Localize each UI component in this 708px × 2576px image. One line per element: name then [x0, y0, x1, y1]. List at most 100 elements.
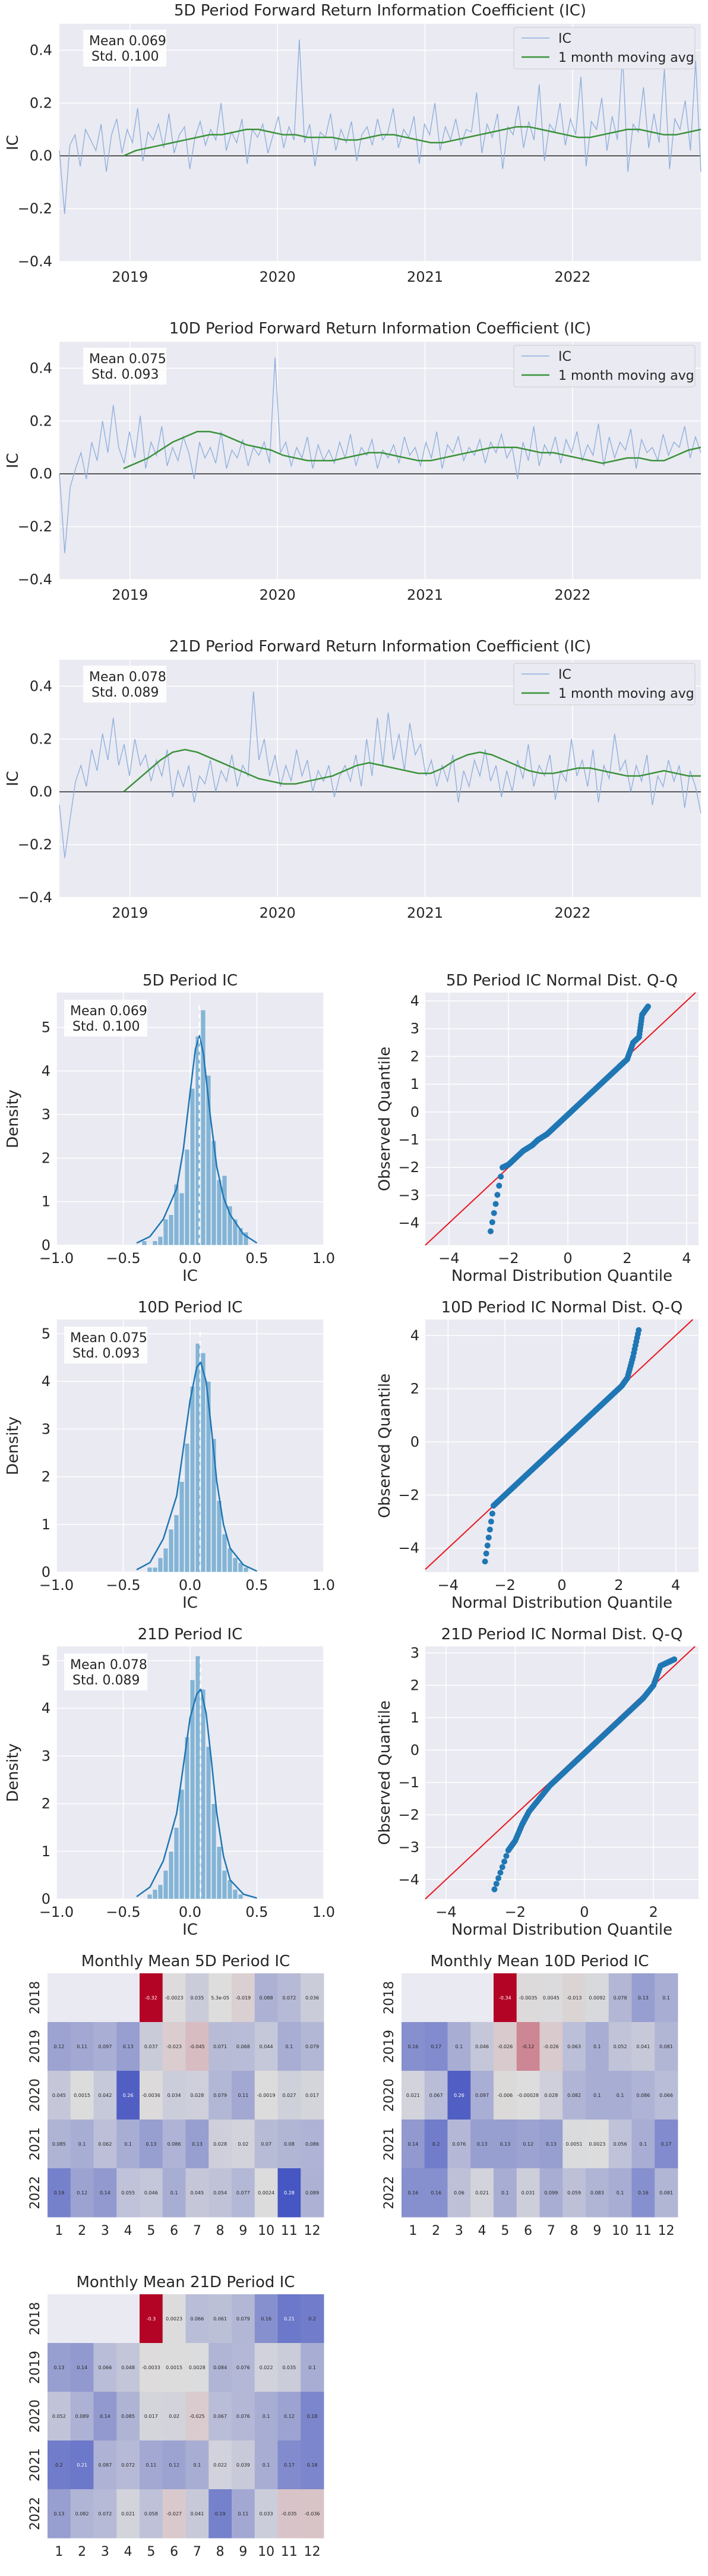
- heat-cell: [185, 2343, 209, 2392]
- hist-chart-21d: 0 1 2 3 4 5 −1.0 −0.5 0.0 0.5 1.0 21D Period IC IC De…: [0, 1623, 354, 1944]
- heat-cell: [48, 2120, 71, 2169]
- cell-value: -0.3: [147, 2316, 156, 2322]
- qq-point: [496, 1182, 502, 1189]
- cell-value: 0.028: [213, 2142, 227, 2147]
- y-tick-label: 0: [410, 1742, 419, 1758]
- cell-value: 0.2: [432, 2142, 440, 2147]
- heat-cell: [93, 1973, 117, 2023]
- heat-cell: [162, 2022, 186, 2071]
- x-axis-label: IC: [182, 1921, 198, 1939]
- y-tick-label: −2: [399, 1159, 419, 1176]
- x-tick-label: 2021: [407, 905, 443, 921]
- y-tick-label: −0.2: [18, 518, 52, 535]
- x-tick-label: 2019: [112, 269, 148, 285]
- cell-value: -0.0023: [165, 1995, 184, 2001]
- stats-box: [64, 1327, 147, 1363]
- stats-mean: Mean 0.069: [89, 34, 166, 49]
- chart-title: Monthly Mean 5D Period IC: [81, 1953, 290, 1970]
- x-tick-label: 0.5: [245, 1904, 268, 1920]
- cell-value: 0.044: [260, 2044, 273, 2049]
- cell-value: 0.063: [567, 2044, 581, 2049]
- y-tick-label: −4: [399, 1871, 419, 1888]
- cell-value: 0.12: [169, 2462, 179, 2468]
- cell-value: 0.021: [121, 2511, 135, 2517]
- heat-cell: [655, 2022, 678, 2071]
- hist-chart-10d: 0 1 2 3 4 5 −1.0 −0.5 0.0 0.5 1.0 10D Period IC IC De…: [0, 1296, 354, 1617]
- heat-cell: [232, 2440, 255, 2490]
- qq-point: [482, 1558, 488, 1565]
- col-label: 6: [170, 2224, 178, 2238]
- x-tick-label: 2020: [260, 905, 296, 921]
- col-label: 2: [78, 2224, 86, 2238]
- cell-value: 0.066: [659, 2093, 673, 2098]
- y-axis-label: IC: [4, 135, 22, 150]
- heat-cell: [516, 2022, 540, 2071]
- col-label: 10: [258, 2544, 274, 2559]
- cell-value: 0.02: [169, 2414, 179, 2419]
- col-label: 11: [281, 2544, 298, 2559]
- heat-cell: [447, 2071, 471, 2120]
- x-tick-label: 2019: [112, 905, 148, 921]
- legend-label-ic: IC: [558, 32, 571, 46]
- cell-value: 0.039: [236, 2462, 250, 2468]
- heat-cell: [631, 2168, 655, 2218]
- hist-bar: [184, 1737, 190, 1900]
- hist-bar: [216, 1846, 222, 1900]
- heat-cell: [185, 2120, 209, 2169]
- heat-cell: [48, 1973, 71, 2023]
- heat-cell: [208, 2440, 232, 2490]
- cell-value: 0.12: [77, 2190, 87, 2196]
- heat-cell: [116, 2440, 140, 2490]
- qq-point: [489, 1219, 495, 1226]
- cell-value: 0.072: [121, 2462, 135, 2468]
- cell-value: 0.072: [98, 2511, 112, 2517]
- qq-point: [671, 1656, 678, 1662]
- cell-value: 0.084: [213, 2365, 227, 2370]
- heat-cell: [277, 2440, 301, 2490]
- qq-chart-5d: −4 −3 −2 −1 0 1 2 3 4 −4 −2 0 2 4 5D Period IC Normal …: [354, 969, 708, 1290]
- stats-mean: Mean 0.078: [89, 670, 166, 685]
- heat-cell: [586, 2168, 609, 2218]
- qq-point: [498, 1173, 504, 1180]
- cell-value: 0.18: [307, 2414, 318, 2419]
- heat-cell: [254, 2120, 278, 2169]
- heat-cell: [562, 2022, 586, 2071]
- heat-cell: [116, 2168, 140, 2218]
- hist-bar: [152, 1240, 158, 1246]
- y-tick-label: −2: [399, 1806, 419, 1823]
- y-tick-label: 0.4: [30, 42, 52, 58]
- ic-series-line: [59, 39, 701, 215]
- cell-value: -0.035: [282, 2511, 297, 2517]
- row-label: 2021: [28, 2448, 43, 2481]
- hist-bar: [222, 1870, 227, 1900]
- cell-value: 0.13: [192, 2142, 203, 2147]
- heat-cell: [93, 2343, 117, 2392]
- heat-cell: [586, 1973, 609, 2023]
- heat-cell: [93, 2489, 117, 2539]
- y-tick-label: 0.2: [30, 412, 52, 429]
- cell-value: 0.022: [260, 2365, 273, 2370]
- cell-value: 0.0015: [166, 2365, 182, 2370]
- heat-cell: [494, 1973, 517, 2023]
- hist-bar: [168, 1214, 174, 1246]
- cell-value: 0.028: [544, 2093, 558, 2098]
- cell-value: -0.0019: [257, 2093, 276, 2098]
- cell-value: 0.097: [98, 2044, 112, 2049]
- stats-box: [83, 348, 166, 385]
- cell-value: -0.023: [166, 2044, 182, 2049]
- cell-value: -0.006: [497, 2093, 513, 2098]
- heat-cell: [402, 1973, 425, 2023]
- heat-cell: [301, 2294, 324, 2344]
- heat-cell: [140, 2120, 163, 2169]
- heat-cell: [470, 2168, 494, 2218]
- cell-value: 0.13: [546, 2142, 557, 2147]
- hist-bar: [232, 1889, 238, 1900]
- cell-value: 0.034: [167, 2093, 181, 2098]
- heat-cell: [162, 2440, 186, 2490]
- qq-point: [503, 1853, 510, 1859]
- hist-bar: [157, 1236, 163, 1246]
- hist-bar: [163, 1548, 169, 1573]
- heat-cell: [516, 2120, 540, 2169]
- stats-box: [64, 1000, 147, 1037]
- heat-cell: [140, 2343, 163, 2392]
